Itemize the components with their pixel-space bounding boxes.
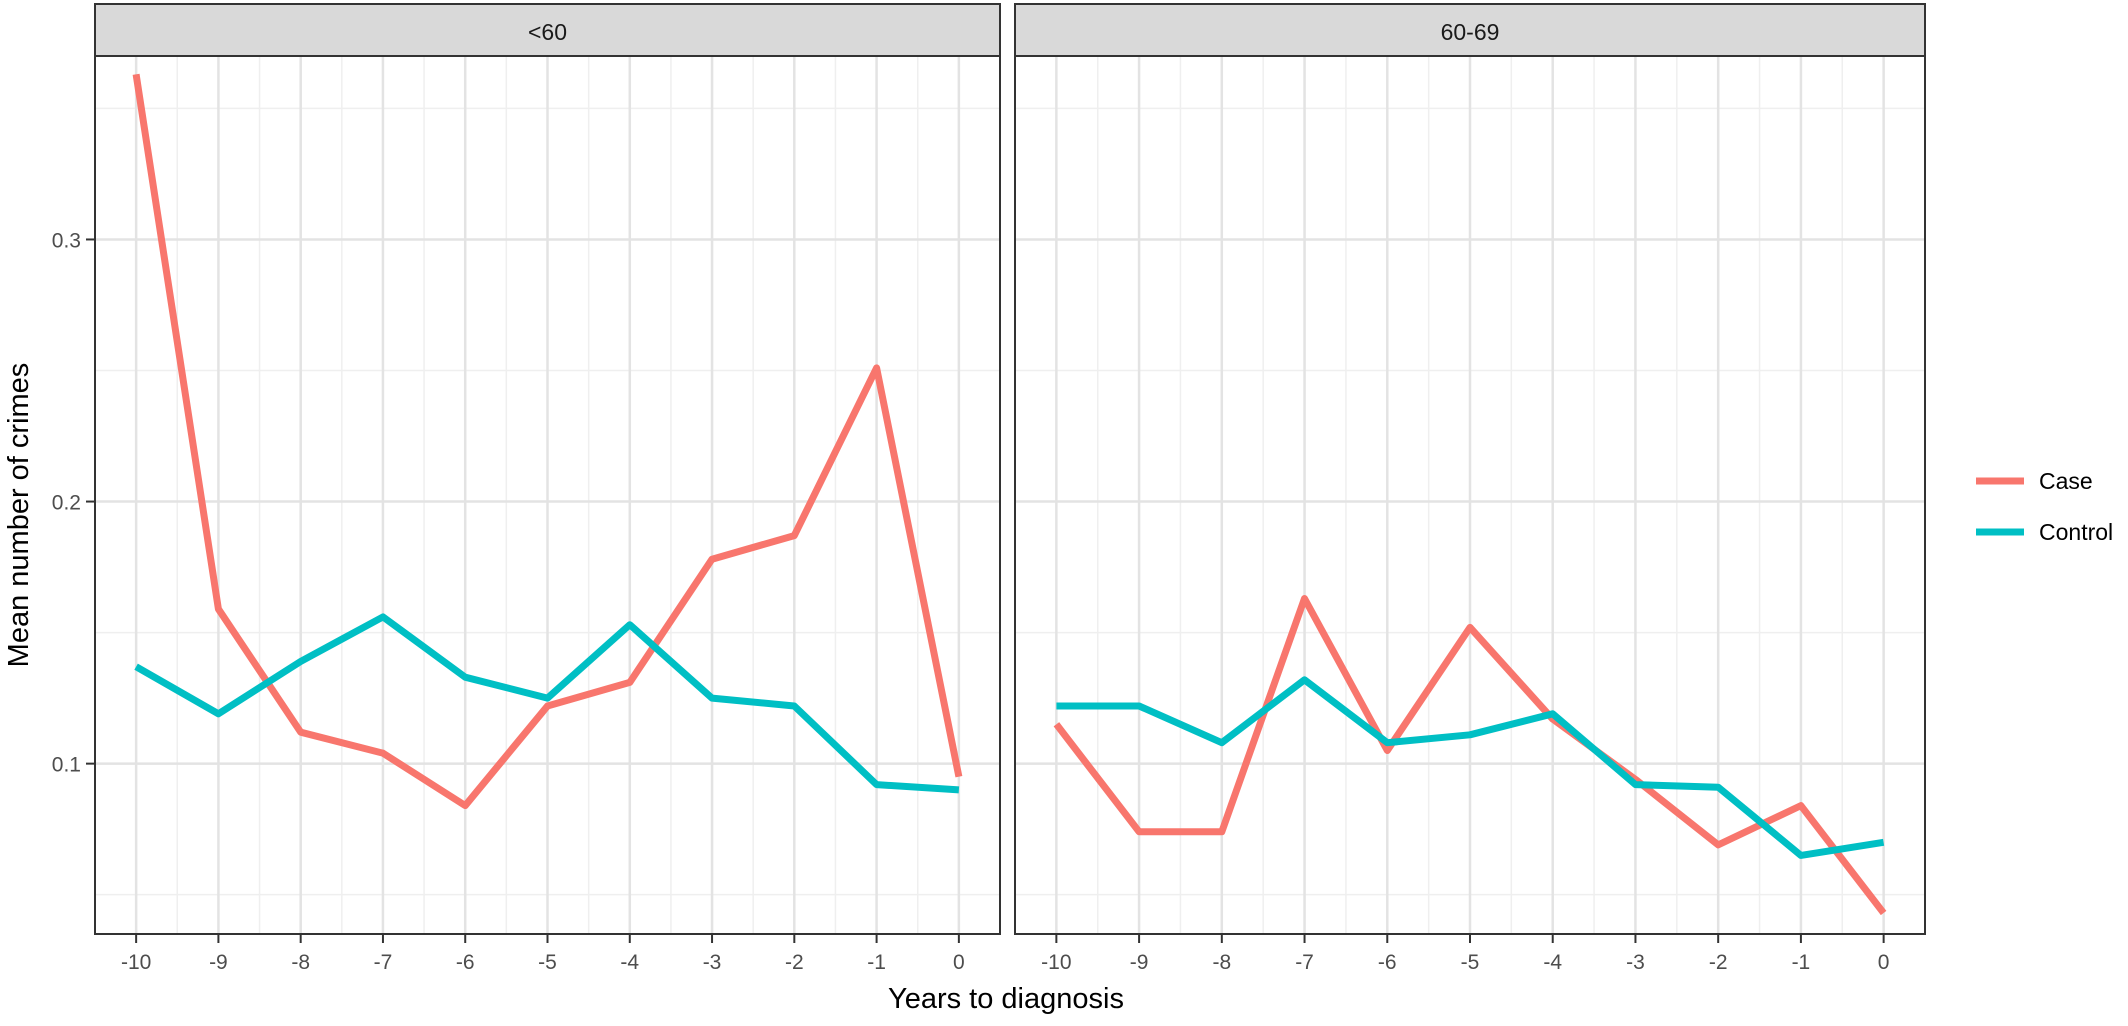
panel-1: <60-10 -9 -8 -7 -6 -5 -4 -3 -2 -1 00.10.20.3 (52, 3, 1001, 974)
legend: Case Control (1976, 468, 2113, 545)
panels-layer: <60-10 -9 -8 -7 -6 -5 -4 -3 -2 -1 00.10.20.360-69-… (52, 3, 1926, 974)
x-tick-label: -9 (209, 951, 228, 974)
x-tick-label: -7 (1295, 951, 1314, 974)
y-tick-label: 0.1 (52, 754, 81, 777)
legend-label-case: Case (2039, 468, 2093, 494)
x-tick-label: -4 (620, 951, 639, 974)
series-line-case-panel-1 (132, 73, 963, 810)
x-tick-label: -4 (1543, 951, 1562, 974)
x-tick-label: -1 (867, 951, 886, 974)
x-tick-label: -5 (1461, 951, 1480, 974)
series-line-case-panel-2 (1053, 595, 1887, 916)
x-tick-label: -8 (1212, 951, 1231, 974)
x-axis-title: Years to diagnosis (888, 983, 1124, 1015)
legend-label-control: Control (2039, 519, 2113, 545)
series-line-control-panel-1 (134, 613, 960, 794)
grid-1 (95, 56, 1000, 934)
x-tick-label: 0 (953, 951, 965, 974)
x-tick-label: -1 (1792, 951, 1811, 974)
series-line-control-panel-2 (1056, 676, 1885, 859)
x-tick-label: -6 (1378, 951, 1397, 974)
x-tick-label: -5 (538, 951, 557, 974)
x-tick-label: 0 (1878, 951, 1890, 974)
y-axis-title: Mean number of crimes (3, 363, 35, 668)
panel-2: 60-69-10 -9 -8 -7 -6 -5 -4 -3 -2 -1 0 (1014, 3, 1926, 974)
x-tick-label: -2 (1709, 951, 1728, 974)
x-tick-label: -10 (1041, 951, 1071, 974)
panel-strip-1 (94, 3, 1001, 57)
panel-strip-2 (1014, 3, 1926, 57)
x-tick-label: -7 (374, 951, 393, 974)
x-tick-label: -2 (785, 951, 804, 974)
x-tick-label: -3 (1626, 951, 1645, 974)
x-tick-label: -9 (1130, 951, 1149, 974)
y-tick-label: 0.2 (52, 492, 81, 515)
x-tick-label: -3 (703, 951, 722, 974)
x-tick-label: -10 (121, 951, 151, 974)
panel-strip-label-2: 60-69 (1441, 19, 1500, 45)
x-tick-label: -6 (456, 951, 475, 974)
x-tick-label: -8 (291, 951, 310, 974)
panel-strip-label-1: <60 (528, 19, 567, 45)
y-tick-label: 0.3 (52, 229, 81, 252)
